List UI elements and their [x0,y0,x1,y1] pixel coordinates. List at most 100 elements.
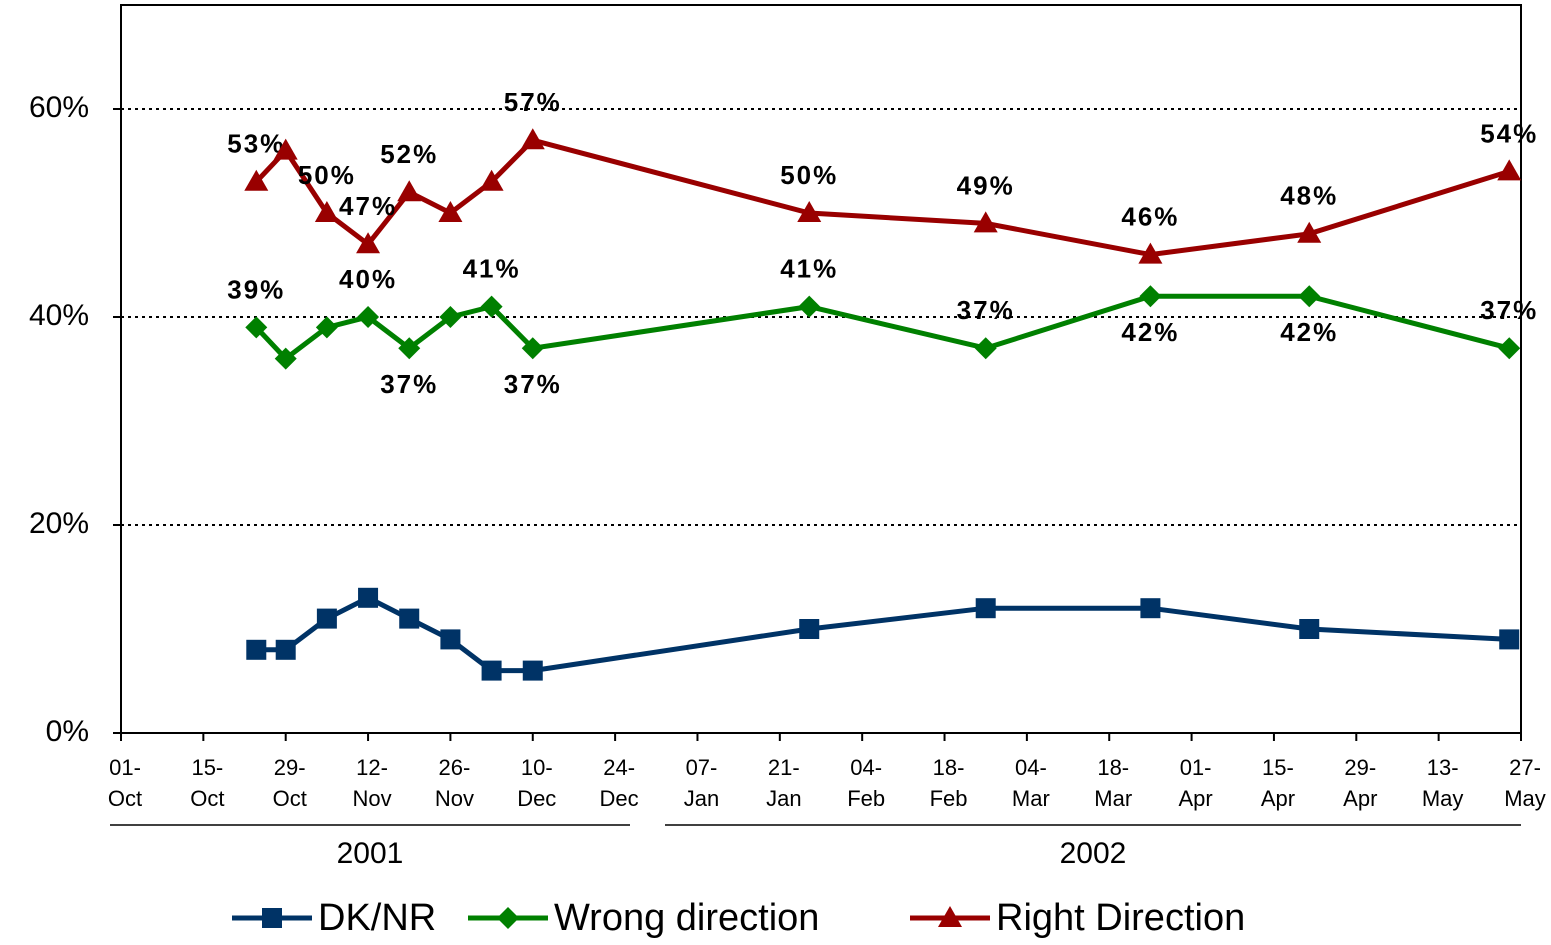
data-label: 37% [380,369,438,399]
x-tick-label-line: Mar [1094,786,1132,811]
data-label: 49% [957,170,1015,200]
legend-label: Wrong direction [554,897,819,939]
marker [521,337,544,360]
data-label: 46% [1121,201,1179,231]
data-label: 39% [227,274,285,304]
x-tick-label-line: 15- [1262,755,1294,780]
legend-label: Right Direction [996,897,1245,939]
marker [398,337,421,360]
marker [1498,337,1521,360]
x-tick-label-line: 24- [603,755,635,780]
y-tick-label: 20% [29,507,89,540]
data-label: 50% [780,160,838,190]
x-tick-label: 15- Apr [1261,755,1295,811]
x-tick-label-line: 18- [1097,755,1129,780]
x-tick-label: 04- Mar [1012,755,1050,811]
x-tick-label-line: Nov [435,786,474,811]
data-label: 54% [1480,118,1538,148]
x-tick-label-line: 01- [1180,755,1212,780]
marker [1297,221,1322,243]
x-tick-label: 26- Nov [435,755,474,811]
plot-area [120,4,1522,734]
marker [481,660,502,681]
x-tick-label-line: 04- [850,755,882,780]
marker [439,306,462,328]
data-label: 48% [1280,181,1338,211]
marker [1140,598,1161,619]
marker [797,201,822,222]
x-tick-label: 15- Oct [190,755,224,811]
marker [1298,285,1321,308]
marker [397,180,422,202]
x-tick-label-line: Oct [273,786,307,811]
y-tick-label: 60% [29,91,89,124]
x-tick-label-line: 26- [439,755,471,780]
marker [438,201,463,222]
marker [799,619,820,639]
marker [480,295,503,318]
x-tick-label-line: Jan [766,786,801,811]
data-label: 41% [463,253,521,283]
x-tick-label-line: 01- [109,755,141,780]
marker [440,629,461,650]
marker [357,306,380,328]
x-tick-label: 29- Oct [273,755,307,811]
x-tick-label: 21- Jan [766,755,801,811]
x-tick-label-line: May [1504,786,1546,811]
data-label: 40% [339,264,397,294]
x-tick-label-line: 07- [686,755,718,780]
marker [315,316,338,339]
x-tick-label-line: 29- [1344,755,1376,780]
marker [938,906,962,927]
x-tick-label-line: 13- [1427,755,1459,780]
x-tick-label-line: Apr [1178,786,1212,811]
x-tick-label-line: 29- [274,755,306,780]
marker [316,608,337,629]
x-tick-label: 01- Oct [108,755,142,811]
data-label: 41% [780,253,838,283]
x-tick-label-line: 18- [933,755,965,780]
marker [522,660,543,681]
x-tick-label-line: 27- [1509,755,1541,780]
data-label: 47% [339,191,397,221]
data-label: 53% [227,129,285,159]
marker [973,211,998,233]
data-label: 37% [504,369,562,399]
marker [520,128,545,150]
marker [1139,285,1162,308]
marker [314,201,339,222]
x-tick-label: 29- Apr [1343,755,1377,811]
x-tick-label-line: 12- [356,755,388,780]
y-tick-label: 0% [46,715,89,748]
x-group-label: 2002 [1060,837,1127,870]
marker [246,639,267,660]
data-label: 42% [1121,317,1179,347]
x-tick-label: 18- Feb [930,755,968,811]
x-tick-label-line: Oct [190,786,224,811]
data-label: 57% [504,87,562,117]
marker [356,232,381,254]
data-label: 42% [1280,317,1338,347]
marker [1138,242,1163,264]
marker [275,639,296,660]
marker [262,908,282,928]
x-tick-label-line: Feb [847,786,885,811]
x-tick-label: 10- Dec [517,755,556,811]
x-tick-label-line: May [1422,786,1464,811]
x-tick-label: 27- May [1504,755,1546,811]
x-tick-label-line: 04- [1015,755,1047,780]
marker [497,907,519,929]
marker [358,587,379,608]
marker [479,169,504,191]
x-tick-label-line: Jan [684,786,719,811]
x-tick-label-line: 15- [191,755,223,780]
marker [273,138,298,160]
x-tick-label-line: Dec [600,786,639,811]
x-tick-label-line: Nov [352,786,391,811]
marker [244,169,269,191]
marker [274,347,297,370]
x-tick-label-line: Mar [1012,786,1050,811]
y-tick-label: 40% [29,299,89,332]
legend-label: DK/NR [318,897,436,939]
